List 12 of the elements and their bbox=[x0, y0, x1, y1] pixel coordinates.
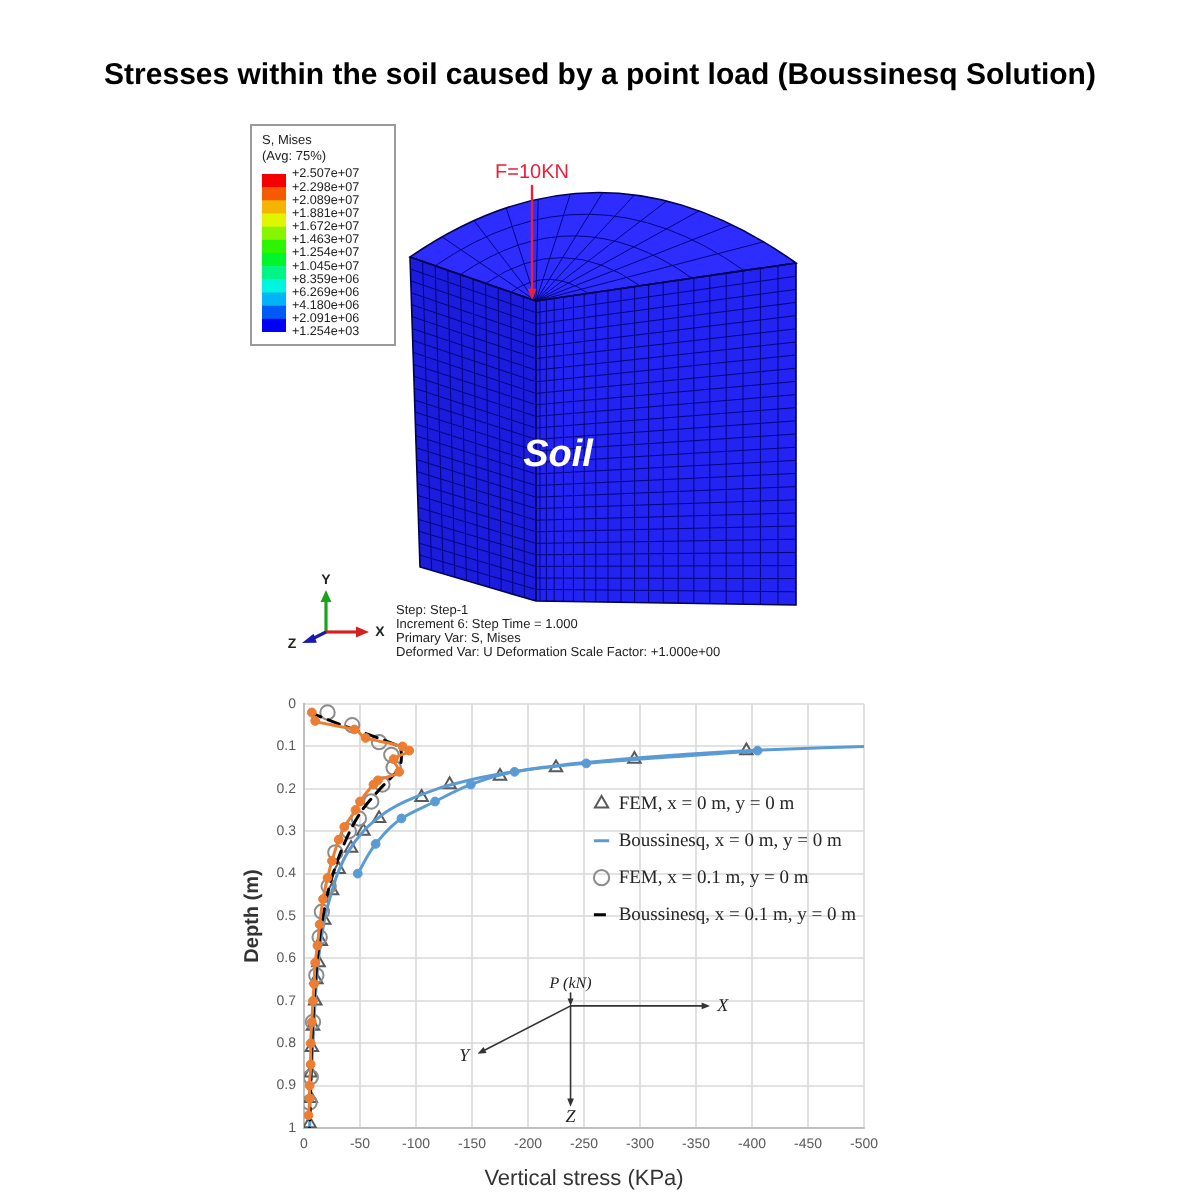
text: F=10KN bbox=[495, 161, 569, 184]
x-axis-title: Vertical stress (KPa) bbox=[484, 1166, 684, 1191]
legend-label: Boussinesq, x = 0.1 m, y = 0 m bbox=[618, 905, 858, 926]
annotation: P (kN) bbox=[547, 974, 593, 993]
annotation: X bbox=[715, 994, 730, 1015]
text: Stresses within the soil caused by a point load (Boussinesq Solution) bbox=[104, 58, 1096, 93]
legend-label: FEM, x = 0 m, y = 0 m bbox=[618, 794, 796, 815]
legend-label: Boussinesq, x = 0 m, y = 0 m bbox=[618, 831, 843, 852]
annotation: Z bbox=[565, 1106, 578, 1127]
legend-label: FEM, x = 0.1 m, y = 0 m bbox=[618, 868, 810, 889]
y-axis-title: Depth (m) bbox=[241, 869, 264, 963]
annotation: Y bbox=[459, 1044, 472, 1065]
